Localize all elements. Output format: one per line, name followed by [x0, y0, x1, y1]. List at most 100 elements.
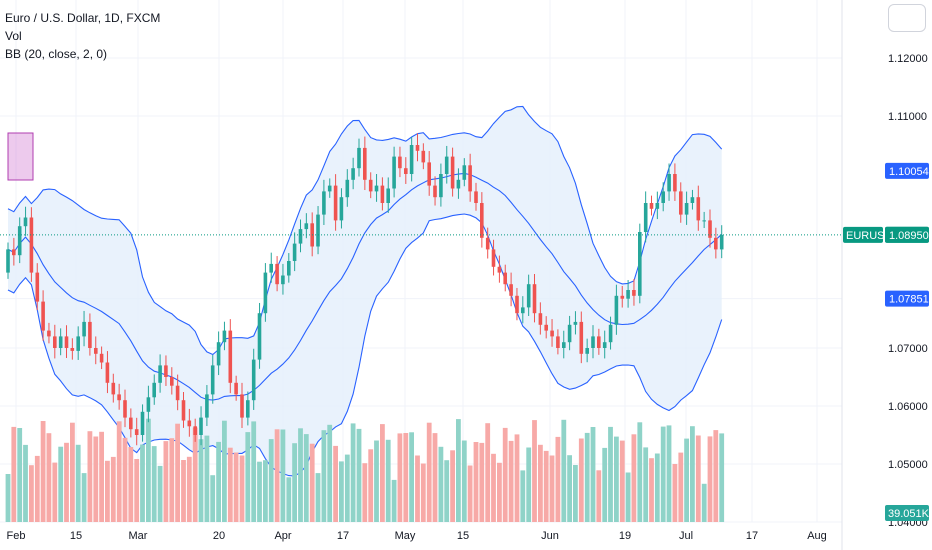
candle-body	[632, 290, 636, 296]
candle-body	[515, 295, 519, 314]
candle-body	[608, 324, 613, 343]
candle-body	[123, 400, 127, 418]
candle-body	[497, 266, 502, 273]
band-fill	[8, 106, 722, 476]
volume-bar	[467, 465, 473, 522]
volume-bars	[5, 418, 725, 522]
time-tick-label: 15	[70, 530, 82, 542]
candle-body	[351, 168, 355, 180]
volume-bar	[327, 424, 333, 522]
candle-body	[380, 185, 385, 203]
candle-body	[234, 382, 238, 395]
time-tick-label: May	[395, 530, 416, 542]
volume-bar	[578, 438, 584, 522]
volume-bar	[526, 447, 532, 522]
price-tag-label: 1.10054	[889, 166, 929, 178]
candle-body	[626, 290, 630, 299]
candle-body	[82, 321, 86, 337]
volume-bar	[157, 465, 163, 522]
volume-bar	[222, 420, 227, 522]
candle-body	[398, 156, 402, 169]
candle-body	[620, 295, 625, 299]
volume-bar	[602, 447, 608, 522]
candle-body	[357, 147, 361, 169]
volume-bar	[216, 441, 221, 522]
candle-body	[146, 397, 151, 412]
candle-body	[345, 179, 350, 198]
volume-bar	[432, 433, 438, 522]
volume-bar	[514, 434, 520, 522]
volume-bar	[520, 470, 526, 522]
price-tick-label: 1.06000	[888, 401, 928, 413]
candle-body	[58, 336, 63, 348]
settings-button[interactable]	[888, 4, 926, 32]
volume-bar	[227, 447, 233, 522]
volume-bar	[438, 446, 444, 522]
candle-body	[433, 185, 437, 198]
candle-body	[187, 420, 192, 427]
candle-body	[392, 156, 396, 189]
volume-bar	[614, 436, 619, 522]
candle-body	[158, 365, 162, 383]
volume-bar	[660, 426, 666, 522]
candle-body	[298, 229, 303, 244]
candle-body	[714, 237, 718, 250]
candle-body	[105, 362, 110, 383]
volume-bar	[280, 429, 286, 522]
volume-bar	[23, 444, 28, 522]
volume-bar	[684, 438, 689, 522]
volume-bar	[415, 455, 420, 522]
volume-bar	[303, 434, 309, 522]
candle-body	[597, 336, 601, 348]
volume-bar	[479, 442, 485, 522]
candle-body	[23, 217, 28, 227]
volume-bar	[40, 421, 46, 522]
candle-body	[41, 301, 45, 331]
volume-bar	[678, 452, 684, 522]
volume-bar	[169, 438, 175, 522]
candle-body	[292, 243, 297, 261]
candle-body	[117, 394, 121, 401]
candle-body	[29, 217, 34, 273]
volume-bar	[456, 419, 461, 522]
candle-body	[281, 275, 285, 285]
volume-bar	[374, 440, 379, 522]
volume-bar	[274, 429, 280, 522]
candle-body	[427, 162, 431, 186]
volume-bar	[140, 444, 145, 522]
candle-body	[556, 336, 560, 348]
volume-bar	[52, 462, 58, 522]
candle-body	[673, 174, 677, 192]
candle-body	[164, 365, 168, 377]
candle-body	[269, 263, 273, 273]
candle-body	[199, 417, 203, 435]
candle-body	[550, 330, 554, 337]
candle-body	[304, 223, 309, 230]
candle-body	[316, 214, 320, 247]
volume-bar	[146, 418, 151, 522]
candle-body	[222, 330, 227, 343]
candle-body	[327, 185, 332, 192]
volume-bar	[461, 440, 467, 522]
volume-bar	[420, 463, 426, 522]
candle-body	[216, 342, 221, 366]
candle-body	[333, 185, 338, 221]
volume-bar	[701, 483, 707, 522]
candle-body	[275, 263, 279, 285]
candle-body	[532, 284, 537, 314]
price-tick-label: 1.05000	[888, 459, 928, 471]
candle-body	[719, 234, 724, 250]
current-price-label: 1.08950	[889, 230, 929, 242]
volume-bar	[368, 449, 374, 522]
candle-body	[602, 342, 607, 348]
time-tick-label: Feb	[7, 530, 26, 542]
volume-bar	[637, 422, 643, 522]
volume-bar	[181, 460, 186, 522]
volume-bar	[497, 462, 502, 522]
candle-body	[17, 226, 22, 256]
volume-bar	[491, 453, 496, 522]
volume-bar	[450, 450, 455, 522]
candle-body	[64, 336, 69, 348]
candle-body	[205, 394, 209, 418]
